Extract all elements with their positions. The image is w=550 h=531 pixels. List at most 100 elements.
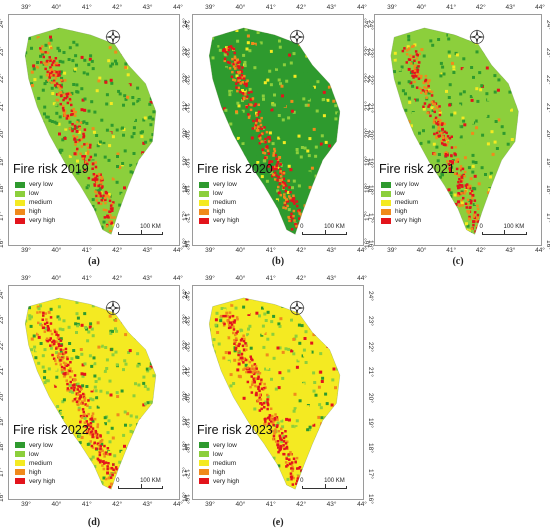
risk-cell-hot: [109, 204, 113, 207]
risk-cell: [172, 136, 175, 139]
risk-cell: [354, 289, 357, 292]
risk-cell: [126, 84, 130, 88]
risk-cell: [150, 175, 154, 179]
risk-cell: [156, 287, 159, 290]
risk-cell: [169, 189, 172, 192]
risk-cell: [125, 308, 129, 312]
risk-cell: [55, 373, 59, 377]
risk-cell: [10, 28, 13, 31]
risk-cell-hot: [98, 441, 102, 444]
risk-cell: [403, 64, 407, 68]
risk-cell: [99, 32, 103, 36]
risk-cell: [108, 379, 112, 383]
risk-cell: [61, 60, 65, 64]
risk-cell: [66, 454, 70, 458]
risk-cell: [178, 391, 180, 394]
risk-cell-hot: [260, 140, 263, 143]
risk-cell: [256, 161, 260, 164]
risk-cell-hot: [263, 126, 266, 129]
risk-cell: [250, 324, 254, 328]
risk-cell-hot: [450, 154, 453, 158]
risk-cell: [58, 59, 62, 63]
risk-cell: [86, 17, 89, 20]
risk-cell-hot: [462, 196, 465, 200]
risk-cell-hot: [285, 198, 289, 201]
risk-cell: [39, 342, 43, 345]
risk-cell: [157, 311, 160, 314]
risk-cell: [250, 145, 254, 149]
risk-cell: [221, 235, 224, 238]
risk-cell-hot: [460, 184, 464, 187]
risk-cell: [27, 287, 30, 290]
risk-cell: [266, 337, 270, 341]
risk-cell: [303, 72, 307, 76]
risk-cell: [127, 495, 130, 498]
risk-cell-hot: [84, 403, 87, 406]
risk-cell: [506, 142, 510, 146]
risk-cell: [407, 120, 411, 124]
risk-cell: [83, 108, 87, 112]
risk-cell: [55, 215, 59, 219]
risk-cell-hot: [261, 148, 264, 152]
risk-cell-hot: [111, 207, 114, 210]
lat-tick-right: 24°: [545, 20, 550, 30]
risk-cell: [374, 133, 377, 136]
risk-cell-hot: [437, 126, 441, 129]
risk-cell: [46, 410, 50, 414]
risk-cell: [307, 72, 310, 76]
risk-cell: [15, 343, 18, 346]
risk-cell: [95, 63, 98, 66]
risk-cell: [299, 159, 303, 162]
lon-tick-bottom: 43°: [326, 247, 337, 254]
risk-cell: [192, 104, 195, 107]
risk-cell-hot: [449, 160, 453, 163]
risk-cell-hot: [289, 219, 293, 223]
risk-cell: [166, 311, 169, 314]
risk-cell-hot: [95, 184, 99, 187]
risk-cell: [303, 240, 306, 243]
risk-cell: [403, 142, 407, 146]
risk-cell-hot: [61, 357, 64, 361]
risk-cell-hot: [298, 217, 301, 220]
risk-cell: [349, 156, 352, 159]
risk-cell: [395, 54, 399, 57]
risk-cell-hot: [411, 70, 415, 73]
risk-cell: [289, 75, 292, 79]
risk-cell: [480, 166, 484, 170]
risk-cell: [10, 463, 13, 466]
risk-cell-hot: [466, 198, 470, 202]
risk-cell: [422, 54, 426, 58]
risk-cell: [149, 100, 153, 104]
risk-cell: [502, 78, 506, 82]
risk-cell: [25, 92, 28, 95]
risk-cell: [89, 221, 93, 225]
risk-cell: [271, 103, 275, 107]
risk-cell-hot: [476, 207, 480, 211]
lon-tick-top: 42°: [112, 275, 123, 282]
risk-cell: [158, 107, 161, 110]
risk-cell: [498, 122, 502, 126]
risk-cell: [101, 232, 105, 235]
risk-cell: [384, 89, 387, 92]
risk-cell: [45, 80, 49, 83]
risk-cell: [104, 287, 107, 290]
risk-cell: [356, 141, 359, 144]
risk-cell: [176, 433, 179, 436]
risk-cell: [169, 128, 172, 131]
risk-cell: [451, 109, 454, 113]
risk-cell: [267, 216, 271, 220]
lon-tick-bottom: 41°: [446, 247, 457, 254]
risk-cell-hot: [94, 165, 98, 169]
risk-cell: [88, 314, 92, 318]
risk-cell-hot: [59, 91, 63, 94]
risk-cell: [532, 133, 535, 136]
risk-cell: [235, 29, 239, 32]
risk-cell-hot: [62, 104, 65, 108]
risk-cell: [242, 236, 245, 239]
risk-cell-hot: [275, 174, 278, 177]
risk-cell-hot: [77, 400, 80, 403]
risk-cell: [226, 126, 230, 130]
risk-cell: [265, 179, 269, 183]
legend-swatch: [381, 217, 391, 224]
risk-cell: [134, 101, 138, 105]
